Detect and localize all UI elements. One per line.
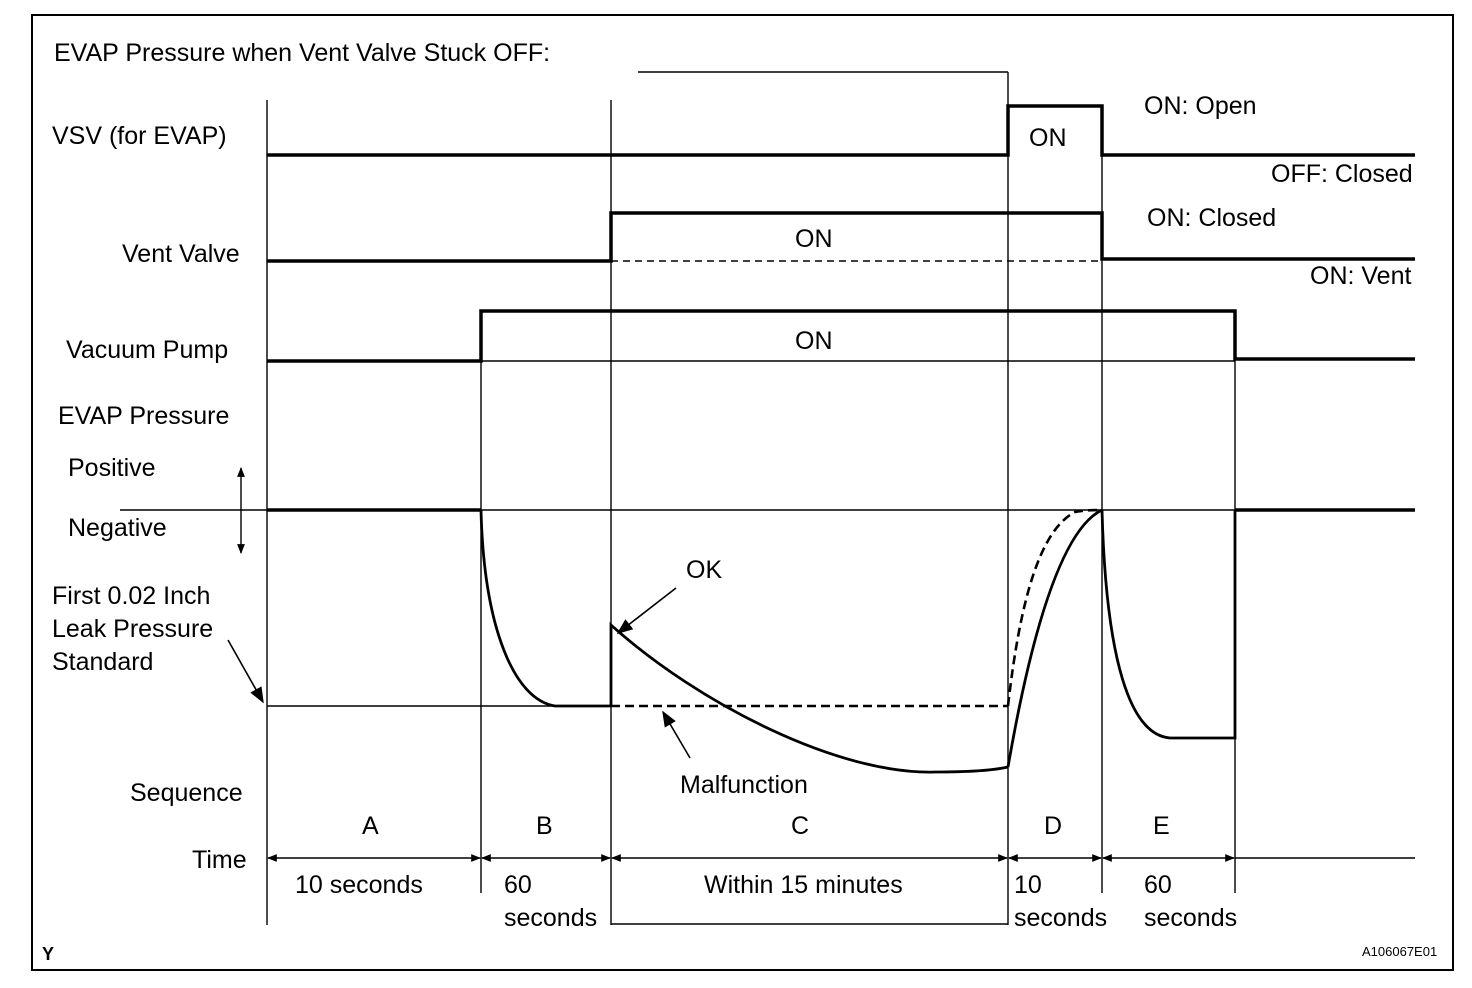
vsv-label: VSV (for EVAP) (52, 122, 227, 150)
pressure-curve-e (1100, 509, 1237, 740)
time-d-line1: 10 (1014, 871, 1042, 899)
time-d-line2: seconds (1014, 904, 1107, 932)
vsv-signal-line (267, 104, 1415, 157)
vsv-on-text: ON (1029, 124, 1067, 152)
pressure-recovery-dashed (1006, 508, 1103, 707)
vent-valve-signal-line (267, 211, 1415, 263)
vent-valve-label: Vent Valve (122, 240, 240, 268)
sequence-a: A (362, 812, 379, 840)
vsv-on-open-note: ON: Open (1144, 92, 1257, 120)
standard-label-line3: Standard (52, 648, 153, 676)
time-b-line1: 60 (504, 871, 532, 899)
sequence-b: B (536, 812, 553, 840)
vacuum-pump-signal-line (267, 309, 1415, 363)
vent-on-text: ON (795, 225, 833, 253)
pressure-curve-b (479, 509, 611, 708)
pump-on-text: ON (795, 327, 833, 355)
standard-pointer-arrow (227, 639, 264, 704)
ok-pointer-arrow (616, 587, 677, 634)
ok-label: OK (686, 556, 722, 584)
time-b-line2: seconds (504, 904, 597, 932)
vent-on-closed-note: ON: Closed (1147, 204, 1276, 232)
sequence-label: Sequence (130, 779, 243, 807)
vacuum-pump-label: Vacuum Pump (66, 336, 228, 364)
standard-label-line2: Leak Pressure (52, 615, 213, 643)
malfunction-label: Malfunction (680, 771, 808, 799)
standard-label-line1: First 0.02 Inch (52, 582, 210, 610)
vsv-off-closed-note: OFF: Closed (1271, 160, 1413, 188)
negative-label: Negative (68, 514, 167, 542)
time-c: Within 15 minutes (704, 871, 903, 899)
time-label: Time (192, 846, 247, 874)
diagram-title: EVAP Pressure when Vent Valve Stuck OFF: (54, 39, 550, 67)
vent-on-vent-note: ON: Vent (1310, 262, 1411, 290)
sequence-d: D (1044, 812, 1062, 840)
positive-label: Positive (68, 454, 156, 482)
evap-pressure-label: EVAP Pressure (58, 402, 229, 430)
sequence-c: C (791, 812, 809, 840)
pressure-recovery-solid (1006, 508, 1103, 768)
figure-code: A106067E01 (1362, 944, 1437, 959)
malfunction-pointer-arrow (662, 710, 691, 759)
time-e-line2: seconds (1144, 904, 1237, 932)
time-e-line1: 60 (1144, 871, 1172, 899)
time-a: 10 seconds (295, 871, 423, 899)
pressure-curve-ok (609, 621, 1009, 774)
corner-mark: Y (42, 944, 54, 964)
sequence-e: E (1153, 812, 1170, 840)
outer-frame (31, 14, 1454, 971)
